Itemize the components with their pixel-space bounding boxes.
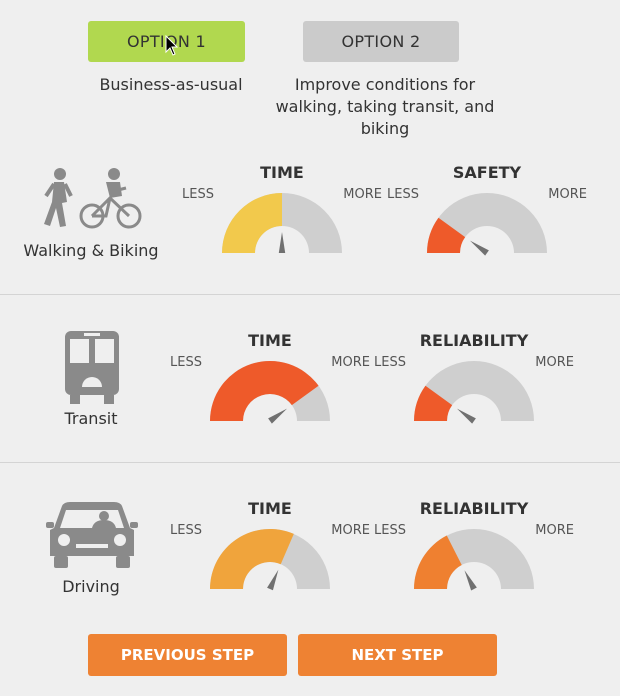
gauge-title: RELIABILITY	[419, 331, 529, 350]
gauge-dial	[210, 529, 330, 591]
gauge-title: TIME	[260, 163, 304, 182]
gauge-less-label: LESS	[387, 187, 419, 202]
gauge-more-label: MORE	[343, 187, 382, 202]
gauge-needle	[278, 232, 286, 253]
car-icon	[46, 502, 138, 568]
gauge-driving-reliability: RELIABILITY LESS MORE	[374, 499, 574, 619]
gauge-less-label: LESS	[170, 523, 202, 538]
gauge-walking-biking-time: TIME LESS MORE	[182, 163, 382, 283]
previous-step-button[interactable]: PREVIOUS STEP	[88, 634, 287, 676]
mode-label-transit: Transit	[64, 409, 118, 428]
gauge-driving-time: TIME LESS MORE	[170, 499, 370, 619]
option-2-button[interactable]: OPTION 2	[303, 21, 459, 62]
gauge-more-label: MORE	[535, 523, 574, 538]
mouse-pointer-icon	[165, 35, 179, 56]
gauge-fill	[222, 193, 282, 253]
walking-biking-icon	[44, 168, 142, 229]
gauge-fill	[414, 535, 462, 589]
option-1-description: Business-as-usual	[99, 75, 243, 94]
gauge-walking-biking-safety: SAFETY LESS MORE	[387, 163, 587, 283]
section-divider	[0, 462, 620, 463]
mode-label-walking-biking: Walking & Biking	[23, 241, 159, 260]
gauge-fill	[210, 529, 294, 589]
gauge-fill	[210, 361, 319, 421]
mode-label-driving: Driving	[62, 577, 120, 596]
gauge-needle	[268, 408, 287, 424]
bus-icon	[65, 331, 119, 404]
gauge-dial	[414, 529, 534, 591]
gauge-fill	[414, 385, 453, 421]
gauge-more-label: MORE	[548, 187, 587, 202]
gauge-more-label: MORE	[535, 355, 574, 370]
option-2-label: OPTION 2	[341, 32, 421, 51]
gauge-title: TIME	[248, 499, 292, 518]
option-2-description: Improve conditions for walking, taking t…	[275, 75, 495, 138]
gauge-transit-time: TIME LESS MORE	[170, 331, 370, 451]
gauge-more-label: MORE	[331, 523, 370, 538]
previous-step-label: PREVIOUS STEP	[120, 646, 255, 664]
next-step-label: NEXT STEP	[351, 646, 444, 664]
gauge-fill	[427, 217, 466, 253]
gauge-less-label: LESS	[374, 355, 406, 370]
next-step-button[interactable]: NEXT STEP	[298, 634, 497, 676]
gauge-less-label: LESS	[374, 523, 406, 538]
gauge-more-label: MORE	[331, 355, 370, 370]
gauge-dial	[222, 193, 342, 253]
gauge-title: TIME	[248, 331, 292, 350]
gauge-needle	[470, 240, 489, 256]
gauge-dial	[427, 193, 547, 256]
gauge-less-label: LESS	[182, 187, 214, 202]
gauge-title: RELIABILITY	[419, 499, 529, 518]
gauge-needle	[464, 570, 477, 591]
gauge-dial	[414, 361, 534, 424]
section-divider	[0, 294, 620, 295]
gauge-less-label: LESS	[170, 355, 202, 370]
gauge-dial	[210, 361, 330, 424]
gauge-needle	[267, 569, 279, 591]
gauge-needle	[457, 408, 476, 424]
gauge-transit-reliability: RELIABILITY LESS MORE	[374, 331, 574, 451]
gauge-title: SAFETY	[452, 163, 522, 182]
